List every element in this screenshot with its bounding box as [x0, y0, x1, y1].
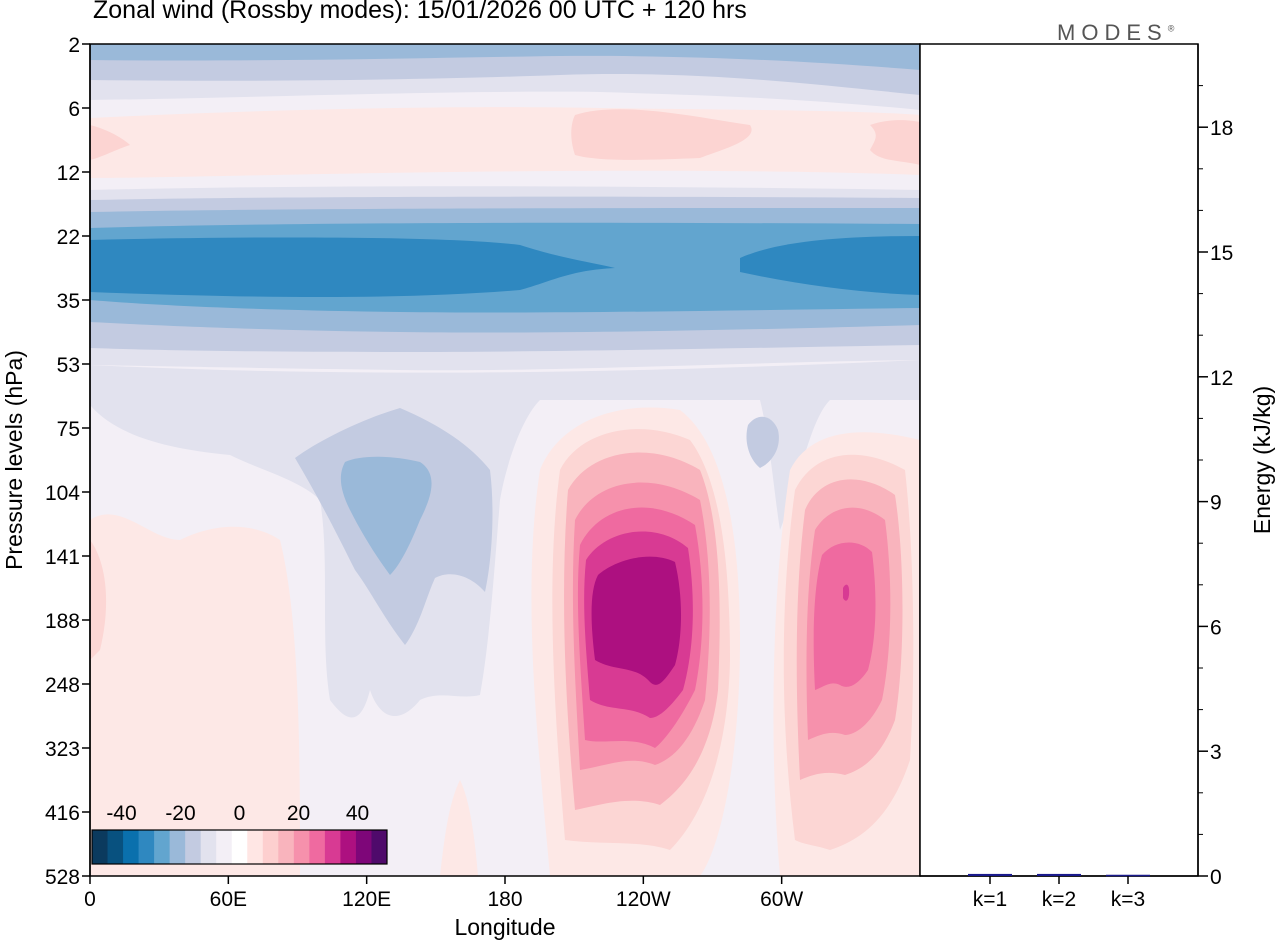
y-tick-label: 22: [57, 226, 80, 249]
energy-tick-label: 9: [1210, 492, 1222, 515]
band-neg-lower: [90, 360, 920, 718]
x-tick-label: 60E: [210, 888, 247, 911]
colorbar: -40 -20 0 20 40: [91, 802, 388, 865]
x-axis-label: Longitude: [454, 914, 555, 940]
heatmap-field: [90, 44, 920, 876]
y-tick-label: 75: [57, 418, 80, 441]
cell-120w-core: [591, 556, 682, 685]
colorbar-swatch: [293, 830, 310, 864]
y-tick-label: 35: [57, 290, 80, 313]
y-tick-label: 6: [68, 98, 80, 121]
energy-panel: 0 3 6 9 12 15 18 k=1 k=2 k=3 Energy (kJ/kg): [919, 43, 1275, 911]
jet-core-east: [740, 236, 920, 295]
y-axis-label: Pressure levels (hPa): [1, 350, 27, 570]
colorbar-tick-label: 20: [287, 802, 310, 825]
colorbar-swatch: [200, 830, 217, 864]
energy-frame: [919, 43, 1199, 877]
colorbar-swatch: [92, 830, 109, 864]
colorbar-swatch: [169, 830, 186, 864]
bar-label: k=2: [1042, 888, 1076, 911]
y-tick-label: 416: [45, 802, 80, 825]
colorbar-frame: [91, 829, 388, 865]
y-tick-label: 12: [57, 162, 80, 185]
colorbar-swatch: [185, 830, 202, 864]
colorbar-tick-label: -20: [165, 802, 195, 825]
colorbar-swatch: [355, 830, 372, 864]
cell-60w-core: [813, 542, 876, 690]
modes-logo: MODES®: [1057, 20, 1174, 46]
band-neg-120e-core: [340, 456, 432, 575]
y-axis-left: 2 6 12 22 35 53 75 104 141 188 248 323 416 528: [45, 34, 91, 889]
energy-tick-label: 3: [1210, 741, 1222, 764]
y-tick-label: 323: [45, 738, 80, 761]
x-axis: 0 60E 120E 180 120W 60W Longitude: [84, 876, 803, 940]
band-pink-left: [90, 514, 180, 876]
band-6-12-pink-right: [870, 120, 920, 165]
colorbar-swatch: [340, 830, 357, 864]
x-tick-label: 120W: [616, 888, 671, 911]
registered-mark: ®: [1167, 23, 1175, 34]
colorbar-swatch: [107, 830, 124, 864]
band-6-12-pink: [90, 107, 920, 178]
colorbar-swatch: [123, 830, 140, 864]
energy-tick-label: 0: [1210, 866, 1222, 889]
jet-core-west: [90, 237, 615, 297]
band-pink-180: [440, 780, 478, 876]
energy-bar-3: [1106, 874, 1150, 877]
energy-tick-label: 15: [1210, 242, 1233, 265]
band-top-blue: [90, 44, 920, 70]
colorbar-swatch: [138, 830, 155, 864]
y-tick-label: 141: [45, 546, 80, 569]
y-tick-label: 248: [45, 674, 80, 697]
bar-label: k=1: [973, 888, 1007, 911]
energy-axis-label: Energy (kJ/kg): [1249, 386, 1275, 534]
bar-label: k=3: [1111, 888, 1145, 911]
colorbar-swatch: [278, 830, 295, 864]
band-pink-edge: [90, 540, 107, 660]
chart-title: Zonal wind (Rossby modes): 15/01/2026 00…: [93, 0, 747, 24]
colorbar-swatch: [309, 830, 326, 864]
colorbar-tick-label: 40: [346, 802, 369, 825]
x-tick-label: 120E: [342, 888, 391, 911]
colorbar-swatch: [154, 830, 171, 864]
y-tick-label: 53: [57, 354, 80, 377]
y-tick-label: 528: [45, 866, 80, 889]
cell-60w-peak: [843, 584, 850, 601]
colorbar-swatch: [324, 830, 341, 864]
energy-tick-label: 12: [1210, 367, 1233, 390]
band-neg-60w: [746, 416, 779, 468]
x-tick-label: 60W: [760, 888, 803, 911]
energy-bar-1: [968, 873, 1012, 876]
y-tick-label: 188: [45, 610, 80, 633]
band-6-12-pink-center: [571, 109, 752, 160]
colorbar-swatch: [231, 830, 248, 864]
logo-text: MODES: [1057, 20, 1168, 45]
band-6-12-pink-left: [90, 125, 130, 160]
colorbar-swatch: [262, 830, 279, 864]
x-tick-label: 0: [84, 888, 96, 911]
energy-bar-2: [1037, 873, 1081, 876]
x-tick-label: 180: [487, 888, 522, 911]
colorbar-swatch: [247, 830, 264, 864]
energy-tick-label: 6: [1210, 616, 1222, 639]
colorbar-tick-label: -40: [106, 802, 136, 825]
band-pink-60e: [180, 526, 300, 876]
colorbar-swatch: [216, 830, 233, 864]
y-tick-label: 104: [45, 482, 80, 505]
colorbar-tick-label: 0: [234, 802, 246, 825]
y-tick-label: 2: [68, 34, 80, 57]
colorbar-swatch: [371, 830, 388, 864]
energy-tick-label: 18: [1210, 117, 1233, 140]
